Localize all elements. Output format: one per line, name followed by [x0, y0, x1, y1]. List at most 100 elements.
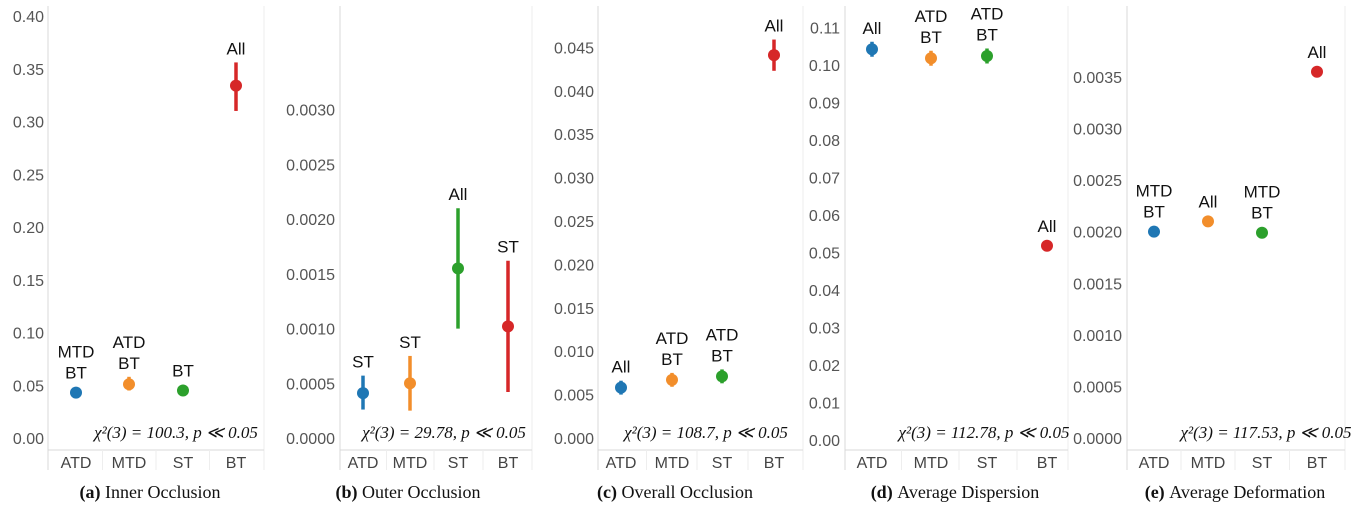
stat-annotation: χ²(3) = 108.7, p ≪ 0.05 [622, 423, 788, 442]
y-tick-label: 0.005 [554, 388, 594, 405]
y-tick-label: 0.0005 [286, 376, 335, 393]
caption-letter: (a) [80, 482, 106, 503]
y-tick-label: 0.035 [554, 127, 594, 144]
point-annotation: ATD [971, 5, 1004, 24]
y-tick-label: 0.020 [554, 257, 594, 274]
point-annotation: All [863, 19, 882, 38]
data-point [404, 377, 416, 390]
stat-annotation: χ²(3) = 100.3, p ≪ 0.05 [92, 423, 258, 442]
point-annotation: MTD [1136, 182, 1173, 201]
y-tick-label: 0.0030 [1073, 122, 1122, 139]
y-tick-label: 0.0005 [1073, 379, 1122, 396]
data-point [230, 79, 242, 92]
chart-panel-b: 0.0000 0.0005 0.0010 0.0015 0.0020 0.0025 0.00… [286, 6, 533, 503]
y-tick-label: 0.35 [13, 62, 44, 79]
x-tick-label: ST [977, 455, 998, 472]
y-tick-label: 0.15 [13, 273, 44, 290]
panel-caption: (b) Outer Occlusion [336, 482, 481, 503]
data-point [1256, 226, 1268, 239]
caption-text: Average Deformation [1169, 482, 1325, 502]
point-annotation: ATD [656, 329, 689, 348]
caption-letter: (e) [1145, 482, 1169, 503]
x-tick-label: ST [173, 455, 194, 472]
point-annotation: BT [118, 354, 140, 373]
y-tick-label: 0.0020 [286, 212, 335, 229]
y-tick-label: 0.025 [554, 214, 594, 231]
point-annotation: All [612, 358, 631, 377]
stat-annotation: χ²(3) = 112.78, p ≪ 0.05 [897, 423, 1070, 442]
stat-annotation: χ²(3) = 29.78, p ≪ 0.05 [360, 423, 526, 442]
point-annotation: BT [976, 26, 998, 45]
point-annotation: ST [497, 238, 519, 257]
y-tick-label: 0.40 [13, 9, 44, 26]
y-tick-label: 0.06 [809, 208, 840, 225]
x-tick-label: ATD [61, 455, 92, 472]
data-point [666, 373, 678, 386]
x-tick-label: ST [1252, 455, 1273, 472]
data-point [768, 49, 780, 62]
caption-letter: (c) [597, 482, 621, 503]
data-point [357, 387, 369, 400]
y-tick-label: 0.02 [809, 358, 840, 375]
y-tick-label: 0.00 [13, 431, 44, 448]
caption-text: Average Dispersion [897, 482, 1039, 502]
point-annotation: BT [1143, 203, 1165, 222]
y-tick-label: 0.20 [13, 220, 44, 237]
y-tick-label: 0.0035 [1073, 70, 1122, 87]
x-tick-label: MTD [112, 455, 147, 472]
y-tick-label: 0.08 [809, 133, 840, 150]
data-point [452, 262, 464, 275]
panel-caption: (e) Average Deformation [1145, 482, 1326, 503]
y-tick-label: 0.030 [554, 171, 594, 188]
data-point [123, 378, 135, 391]
data-point [615, 381, 627, 394]
y-tick-label: 0.11 [810, 21, 840, 38]
x-tick-label: BT [498, 455, 519, 472]
point-annotation: ATD [915, 7, 948, 26]
y-tick-label: 0.0010 [286, 322, 335, 339]
data-point [177, 384, 189, 397]
y-tick-label: 0.0015 [1073, 276, 1122, 293]
y-tick-label: 0.0010 [1073, 328, 1122, 345]
point-annotation: All [1038, 217, 1057, 236]
chart-panel-d: 0.00 0.01 0.02 0.03 0.04 0.05 0.06 0.07 0.08 0.09… [809, 5, 1070, 504]
x-tick-label: MTD [914, 455, 949, 472]
y-tick-label: 0.25 [13, 167, 44, 184]
point-annotation: BT [661, 350, 683, 369]
x-tick-label: MTD [1191, 455, 1226, 472]
data-point [1041, 239, 1053, 252]
y-tick-label: 0.0015 [286, 267, 335, 284]
point-annotation: BT [65, 364, 87, 383]
y-tick-label: 0.0020 [1073, 225, 1122, 242]
y-tick-label: 0.05 [13, 378, 44, 395]
x-tick-label: BT [1037, 455, 1058, 472]
y-tick-label: 0.0025 [1073, 173, 1122, 190]
y-tick-label: 0.0030 [286, 103, 335, 120]
chart-panel-e: 0.0000 0.0005 0.0010 0.0015 0.0020 0.0025 0.00… [1073, 6, 1351, 503]
x-tick-label: ATD [348, 455, 379, 472]
y-tick-label: 0.010 [554, 344, 594, 361]
point-annotation: ST [352, 353, 374, 372]
panel-caption: (d) Average Dispersion [871, 482, 1040, 503]
y-tick-label: 0.015 [554, 301, 594, 318]
point-annotation: All [227, 39, 246, 58]
caption-letter: (b) [336, 482, 363, 503]
point-annotation: BT [1251, 204, 1273, 223]
x-tick-label: ST [712, 455, 733, 472]
point-annotation: BT [920, 28, 942, 47]
point-annotation: BT [172, 362, 194, 381]
y-tick-label: 0.09 [809, 96, 840, 113]
data-point [1311, 65, 1323, 78]
y-tick-label: 0.05 [809, 246, 840, 263]
caption-text: Overall Occlusion [622, 482, 753, 502]
y-tick-label: 0.0000 [1073, 431, 1122, 448]
x-tick-label: MTD [393, 455, 428, 472]
data-point [1148, 225, 1160, 238]
y-tick-label: 0.01 [809, 396, 840, 413]
data-point [1202, 215, 1214, 228]
point-annotation: ATD [113, 333, 146, 352]
chart-panel-c: 0.000 0.005 0.010 0.015 0.020 0.025 0.030 0.035… [554, 6, 804, 503]
point-annotation: All [1199, 192, 1218, 211]
x-tick-label: ATD [857, 455, 888, 472]
